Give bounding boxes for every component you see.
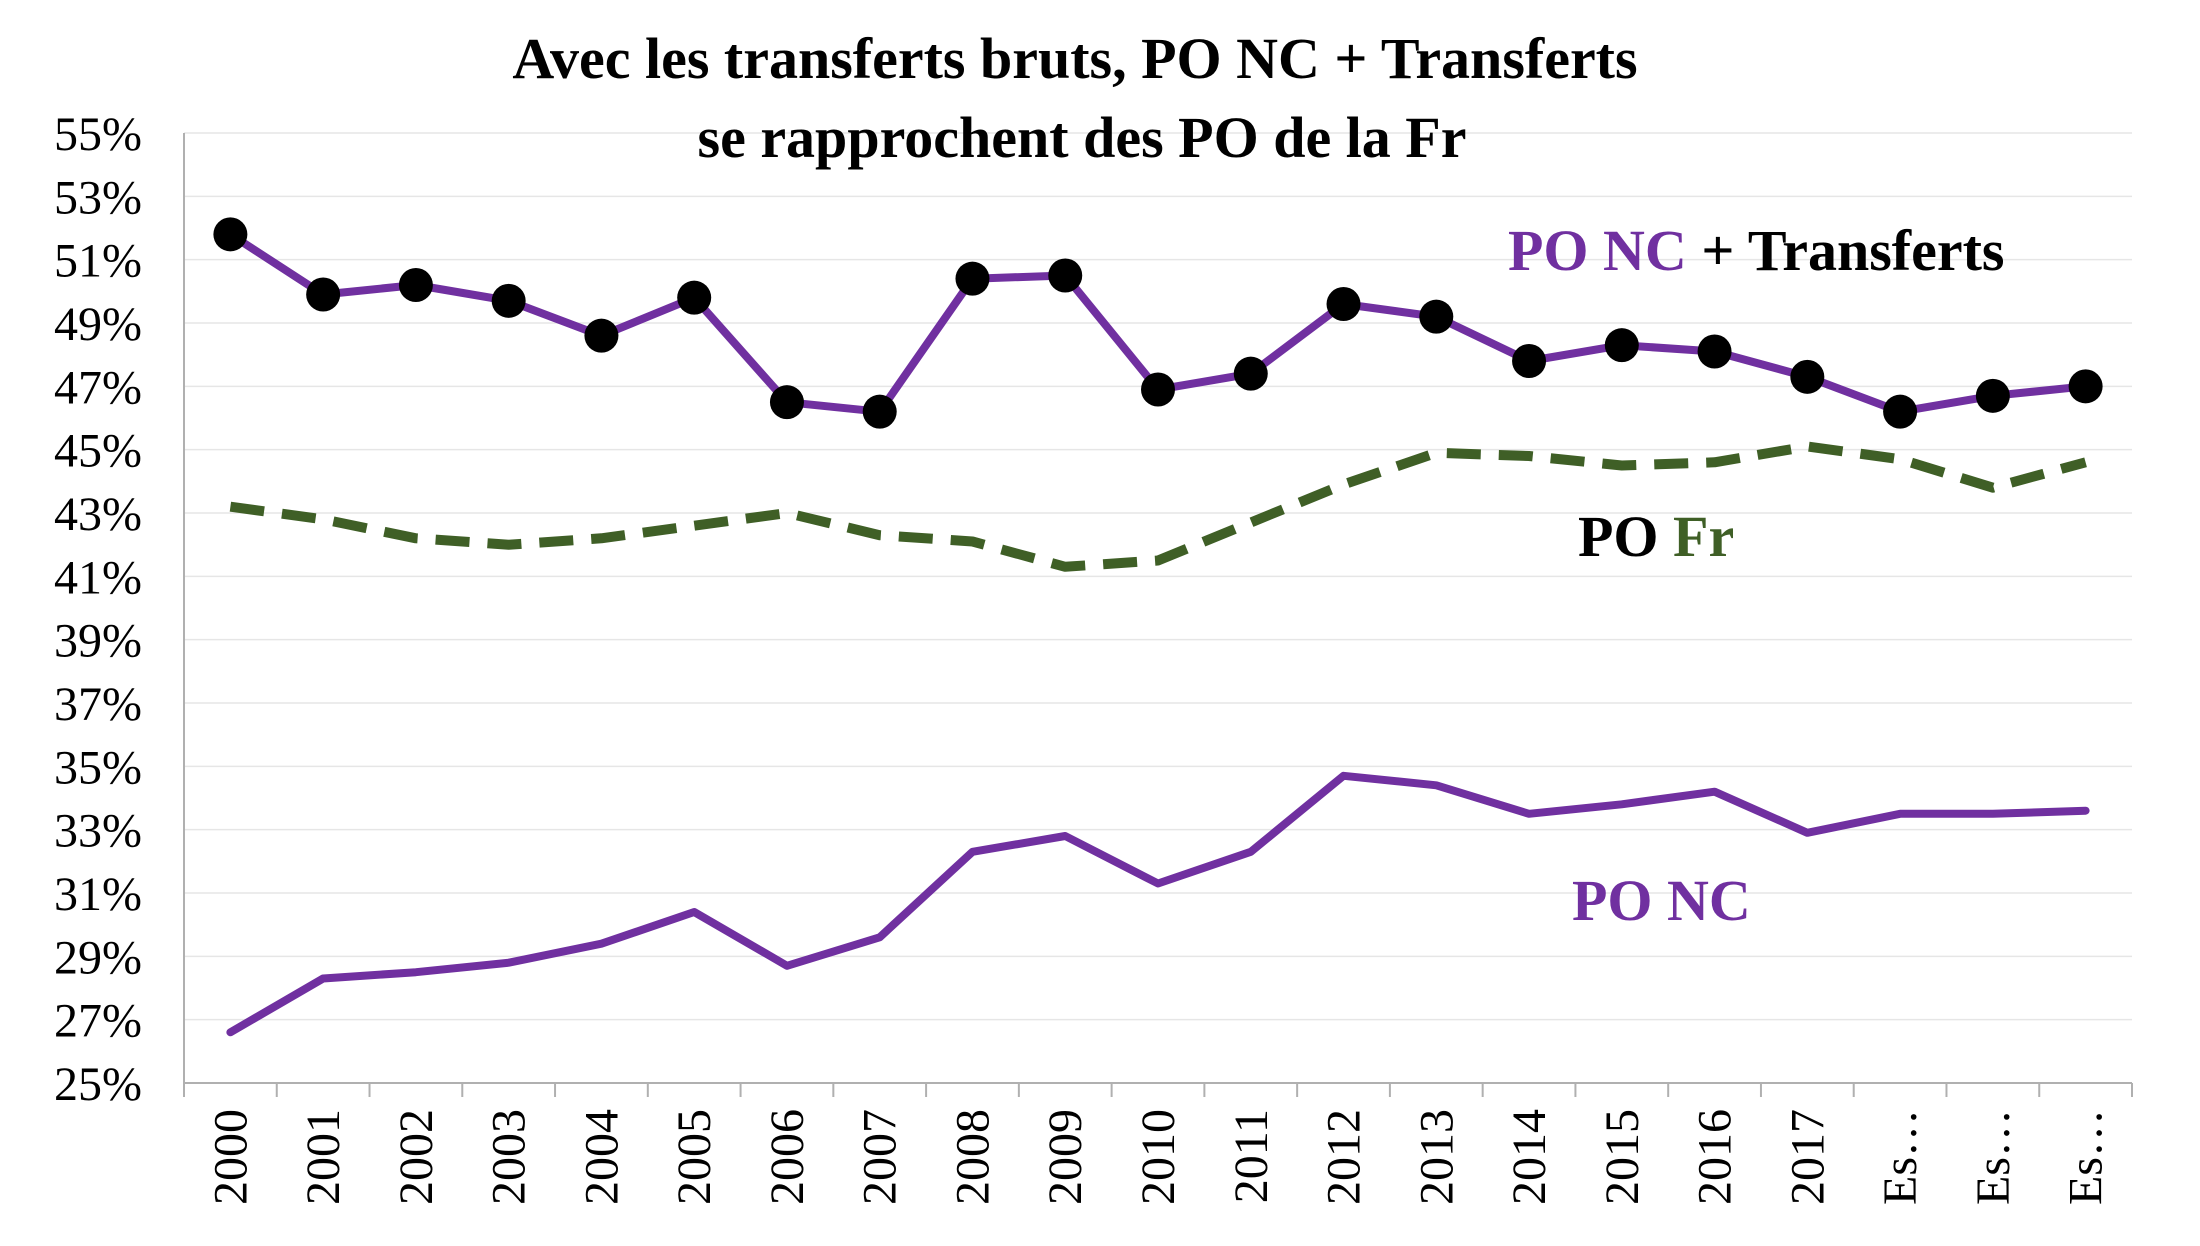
y-tick-label: 27% [54,995,142,1048]
x-tick-label: 2004 [575,1109,628,1205]
data-point [584,318,619,353]
y-tick-label: 35% [54,741,142,794]
data-point [769,385,804,420]
x-tick-label: 2009 [1039,1109,1092,1205]
y-tick-label: 37% [54,678,142,731]
y-tick-label: 55% [54,108,142,161]
y-tick-label: 47% [54,361,142,414]
y-tick-label: 49% [54,298,142,351]
data-point [1141,372,1175,407]
x-tick-label: 2011 [1225,1109,1278,1203]
series-line [226,771,2090,1037]
y-tick-label: 43% [54,488,142,541]
y-tick-label: 41% [54,551,142,604]
gridlines [184,132,2132,1021]
data-point [955,261,990,296]
x-tick-labels: 2000 2001 2002 2003 2004 2005 2006 2007 2008 2009… [183,1083,2133,1205]
x-tick-label: 2010 [1132,1109,1185,1205]
label-po-fr-part1: PO [1578,504,1673,569]
x-tick-label: 2006 [761,1109,814,1205]
x-tick-label: Es… [1967,1109,2020,1205]
label-po-fr: PO Fr [1578,504,1734,569]
x-tick-label: 2013 [1410,1109,1463,1205]
series [213,217,2103,1037]
y-tick-label: 25% [54,1058,142,1111]
data-point [1697,334,1732,369]
data-point [491,283,526,318]
label-po-fr-part2: Fr [1673,504,1734,569]
data-point [306,277,341,312]
x-tick-label: 2016 [1689,1109,1742,1205]
data-point [1326,287,1361,321]
x-tick-label: 2000 [204,1109,257,1205]
y-tick-label: 39% [54,615,142,668]
y-tick-label: 45% [54,425,142,478]
x-tick-label: 2001 [297,1109,350,1205]
x-tick-label: 2014 [1503,1109,1556,1205]
x-tick-label: 2015 [1596,1109,1649,1205]
chart-subtitle: se rapprochent des PO de la Fr [698,105,1467,170]
x-tick-label: 2002 [390,1109,443,1205]
x-tick-label: 2017 [1781,1109,1834,1205]
chart-title: Avec les transferts bruts, PO NC + Trans… [512,26,1637,91]
data-point [398,268,433,302]
label-po-nc-transferts: PO NC + Transferts [1508,218,2004,283]
data-point [213,217,248,252]
x-tick-label: Es… [2060,1109,2113,1205]
y-tick-label: 33% [54,805,142,858]
x-tick-label: 2008 [946,1109,999,1205]
x-tick-label: 2003 [483,1109,536,1205]
data-point [1048,258,1083,293]
series-line [229,441,2087,572]
x-tick-label: Es… [1874,1109,1927,1205]
x-tick-label: 2012 [1318,1109,1371,1205]
x-tick-label: 2005 [668,1109,721,1205]
data-point [862,394,897,429]
data-point [1233,356,1268,391]
label-po-nc: PO NC [1572,868,1751,933]
y-tick-label: 29% [54,931,142,984]
x-tick-label: 2007 [854,1109,907,1205]
y-tick-labels: 25% 27% 29% 31% 33% 35% 37% 39% 41% 43% 45% 47% 49% 5… [54,108,142,1111]
y-tick-label: 53% [54,171,142,224]
data-point [1419,299,1454,334]
label-po-nc-transferts-part1: PO NC [1508,218,1687,283]
data-point [677,280,712,315]
data-point [2068,369,2103,404]
data-point [1975,378,2010,413]
axes [183,133,2132,1084]
data-point [1790,359,1825,394]
data-point [1604,328,1639,363]
label-po-nc-transferts-part2: + Transferts [1687,218,2005,283]
y-tick-label: 51% [54,235,142,288]
data-point [1512,344,1547,378]
y-tick-label: 31% [54,868,142,921]
data-point [1883,394,1918,429]
